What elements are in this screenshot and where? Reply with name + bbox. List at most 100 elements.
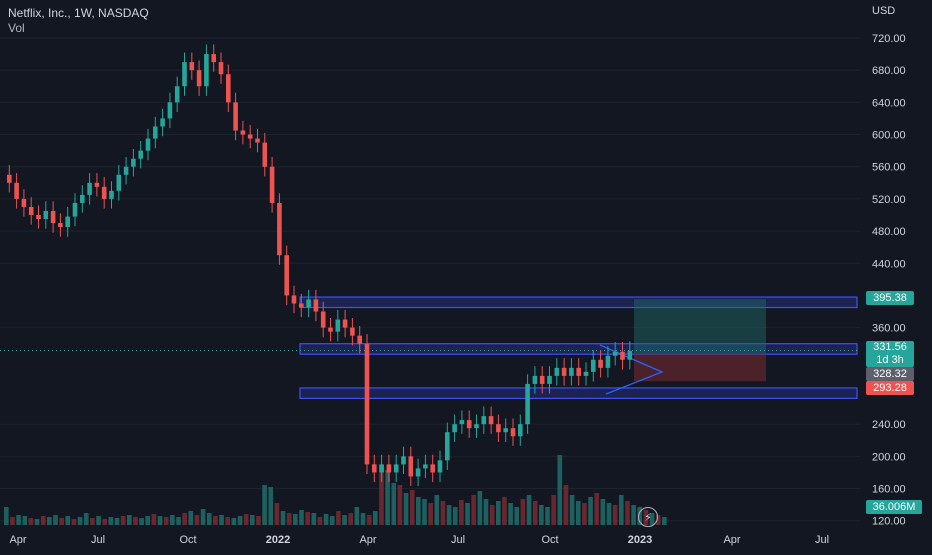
candle-body[interactable] <box>364 343 370 465</box>
candle-body[interactable] <box>65 216 70 228</box>
candle-body[interactable] <box>94 182 100 187</box>
candle-body[interactable] <box>204 54 209 87</box>
candle-body[interactable] <box>357 335 362 344</box>
candle-body[interactable] <box>262 142 268 167</box>
candle-body[interactable] <box>284 255 289 296</box>
candle-body[interactable] <box>28 206 34 215</box>
candle-body[interactable] <box>445 432 450 461</box>
candle-body[interactable] <box>328 327 333 332</box>
position-profit-area[interactable] <box>634 299 766 354</box>
volume-bar <box>96 516 101 525</box>
lightning-icon[interactable]: ⚡ <box>638 507 658 527</box>
candle-body[interactable] <box>218 62 224 75</box>
candle-body[interactable] <box>605 355 611 368</box>
candle-body[interactable] <box>583 371 589 376</box>
candle-body[interactable] <box>627 350 633 360</box>
candle-body[interactable] <box>226 74 231 103</box>
candle-body[interactable] <box>7 174 12 183</box>
candle-body[interactable] <box>591 359 596 372</box>
candle-body[interactable] <box>269 166 275 203</box>
position-loss-area[interactable] <box>634 353 766 382</box>
candle-body[interactable] <box>160 118 165 127</box>
candle-body[interactable] <box>532 375 538 384</box>
candle-body[interactable] <box>547 375 552 384</box>
candle-body[interactable] <box>138 150 143 159</box>
candle-body[interactable] <box>182 62 187 87</box>
price-axis[interactable]: USD 720.00 680.00 640.00 600.00 560.00 520.00… <box>860 0 932 528</box>
candle-body[interactable] <box>612 351 618 356</box>
candle-body[interactable] <box>109 190 114 199</box>
candle-body[interactable] <box>43 210 49 220</box>
candle-body[interactable] <box>306 299 311 308</box>
candle-body[interactable] <box>255 138 260 143</box>
candle-body[interactable] <box>481 416 487 425</box>
candle-body[interactable] <box>503 428 508 433</box>
candle-body[interactable] <box>196 70 202 87</box>
candle-body[interactable] <box>393 464 399 473</box>
candle-body[interactable] <box>335 319 341 332</box>
candle-body[interactable] <box>459 420 465 425</box>
candle-body[interactable] <box>474 424 479 429</box>
candle-body[interactable] <box>415 468 421 477</box>
candle-body[interactable] <box>423 464 428 469</box>
candle-body[interactable] <box>189 62 195 71</box>
candle-body[interactable] <box>211 54 216 63</box>
candle-body[interactable] <box>408 456 414 477</box>
candle-body[interactable] <box>496 424 501 433</box>
symbol-title[interactable]: Netflix, Inc., 1W, NASDAQ <box>8 6 149 20</box>
candle-body[interactable] <box>131 158 136 167</box>
candle-body[interactable] <box>36 214 41 220</box>
candle-body[interactable] <box>313 299 319 312</box>
volume-bar <box>206 513 212 525</box>
candle-body[interactable] <box>80 194 85 203</box>
candle-body[interactable] <box>452 424 457 433</box>
candle-body[interactable] <box>510 428 516 437</box>
candle-body[interactable] <box>386 464 392 473</box>
candle-body[interactable] <box>620 351 625 360</box>
candle-body[interactable] <box>116 174 122 191</box>
candle-body[interactable] <box>87 182 92 195</box>
candle-body[interactable] <box>21 198 27 207</box>
candle-body[interactable] <box>145 138 151 151</box>
candle-body[interactable] <box>350 327 355 336</box>
candle-body[interactable] <box>554 367 560 376</box>
candle-body[interactable] <box>372 464 377 473</box>
candle-body[interactable] <box>72 202 78 217</box>
time-axis[interactable]: Apr Jul Oct 2022 Apr Jul Oct 2023 Apr Jul <box>0 528 860 550</box>
candle-body[interactable] <box>539 375 545 384</box>
candle-body[interactable] <box>14 182 19 199</box>
candle-body[interactable] <box>320 311 326 328</box>
candle-body[interactable] <box>299 303 304 308</box>
candle-body[interactable] <box>247 134 253 139</box>
candle-body[interactable] <box>437 460 443 473</box>
candle-body[interactable] <box>277 202 282 256</box>
candle-body[interactable] <box>598 359 603 368</box>
candle-body[interactable] <box>561 367 567 376</box>
candle-body[interactable] <box>488 416 494 425</box>
support-resistance-zone[interactable] <box>299 387 858 400</box>
volume-label[interactable]: Vol <box>8 21 25 35</box>
candle-body[interactable] <box>58 223 63 228</box>
support-resistance-zone[interactable] <box>299 343 858 355</box>
candle-body[interactable] <box>401 456 406 465</box>
candle-body[interactable] <box>518 424 523 437</box>
candle-body[interactable] <box>101 186 107 199</box>
candle-body[interactable] <box>569 367 574 376</box>
candle-body[interactable] <box>167 102 173 119</box>
candle-body[interactable] <box>576 367 581 376</box>
candle-body[interactable] <box>466 420 472 429</box>
candle-body[interactable] <box>123 166 129 175</box>
price-chart[interactable] <box>0 0 860 528</box>
support-resistance-zone[interactable] <box>299 296 858 309</box>
candle-body[interactable] <box>50 210 56 224</box>
candle-body[interactable] <box>153 126 158 139</box>
candle-body[interactable] <box>174 86 180 103</box>
chart-area[interactable]: Netflix, Inc., 1W, NASDAQ Vol ⚡ <box>0 0 860 528</box>
candle-body[interactable] <box>291 295 297 304</box>
candle-body[interactable] <box>525 383 530 425</box>
candle-body[interactable] <box>233 102 238 131</box>
candle-body[interactable] <box>240 130 246 135</box>
candle-body[interactable] <box>342 319 348 328</box>
candle-body[interactable] <box>379 464 384 473</box>
candle-body[interactable] <box>430 464 435 473</box>
